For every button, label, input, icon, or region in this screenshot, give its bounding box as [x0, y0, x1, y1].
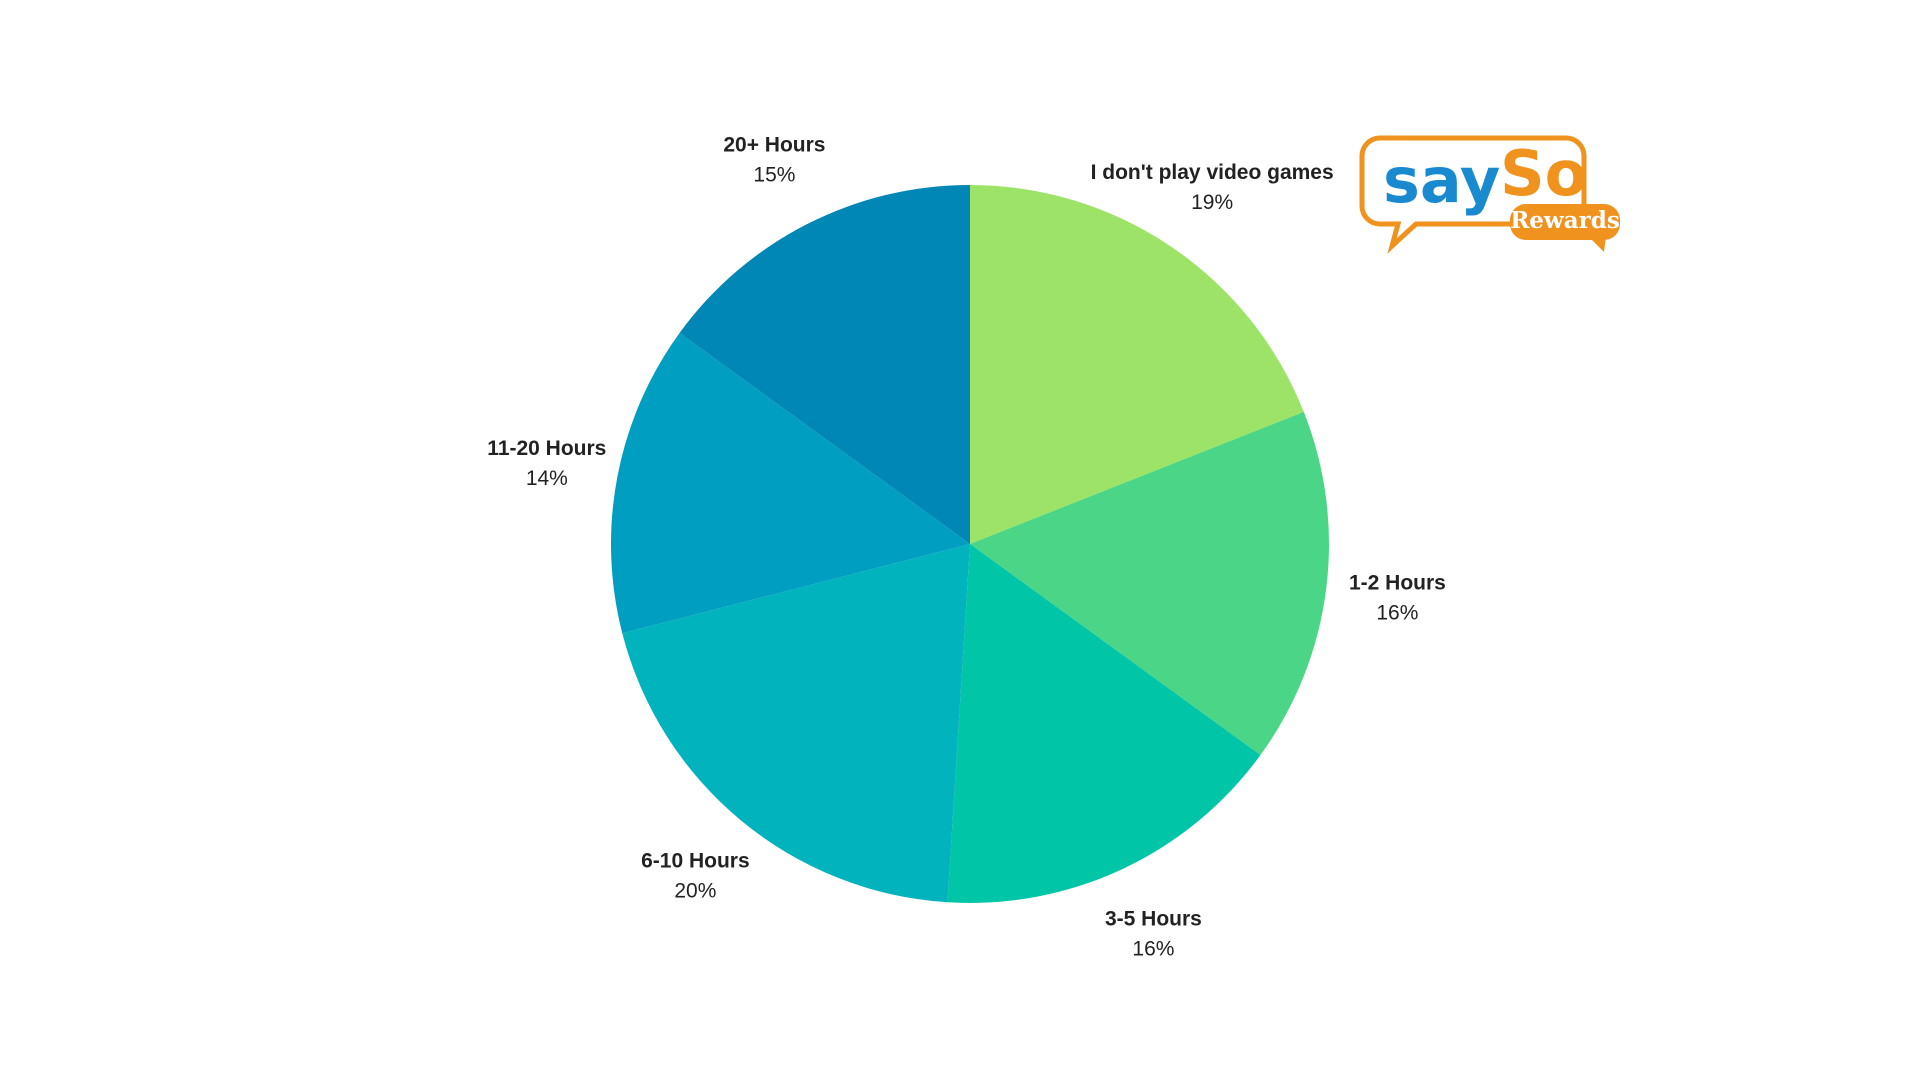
- logo: say So Rewards: [1359, 135, 1620, 254]
- pie-slice: [622, 544, 970, 903]
- slice-label: I don't play video games: [1091, 161, 1334, 184]
- pie-slice: [970, 411, 1329, 756]
- logo-badge-text: Rewards: [1510, 207, 1620, 234]
- pie-slice: [970, 185, 1304, 544]
- slice-value-label: 19%: [1191, 191, 1233, 214]
- pie-slice: [611, 332, 970, 634]
- pie-slice: [947, 544, 1261, 903]
- slice-value-label: 16%: [1376, 602, 1418, 625]
- slice-label: 6-10 Hours: [641, 849, 750, 872]
- slice-label: 1-2 Hours: [1349, 572, 1446, 595]
- pie-slice: [679, 185, 970, 544]
- logo-say: say: [1383, 144, 1500, 217]
- slice-label: 11-20 Hours: [487, 437, 606, 460]
- slice-value-label: 14%: [526, 467, 568, 490]
- logo-badge: [1510, 204, 1620, 240]
- slice-value-label: 16%: [1132, 937, 1174, 960]
- slice-label: 3-5 Hours: [1105, 907, 1202, 930]
- slice-label: 20+ Hours: [723, 134, 825, 157]
- logo-badge-tail: [1590, 236, 1606, 252]
- logo-so: So: [1500, 137, 1587, 210]
- slice-value-label: 15%: [753, 164, 795, 187]
- slice-value-label: 20%: [674, 879, 716, 902]
